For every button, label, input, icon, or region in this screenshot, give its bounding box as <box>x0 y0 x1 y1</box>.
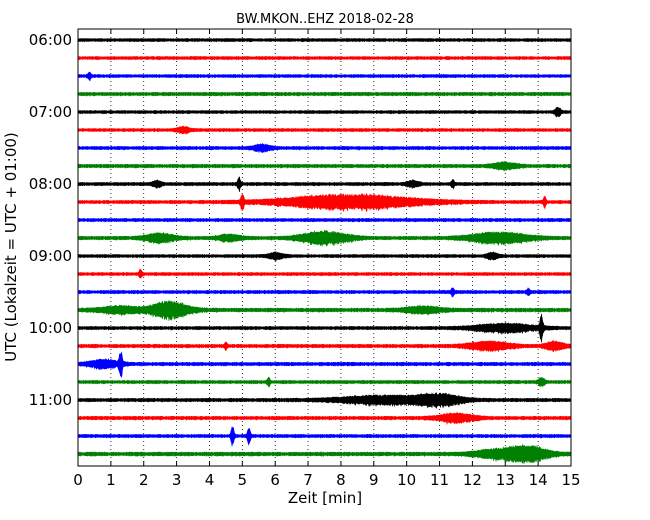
x-tick-label-8: 8 <box>336 471 346 489</box>
x-tick-label-2: 2 <box>139 471 149 489</box>
y-tick-label-0: 06:00 <box>29 31 72 49</box>
x-tick-label-3: 3 <box>172 471 182 489</box>
x-tick-label-9: 9 <box>369 471 379 489</box>
y-tick-label-5: 11:00 <box>29 391 72 409</box>
x-tick-label-7: 7 <box>303 471 313 489</box>
traces <box>77 37 572 464</box>
x-tick-label-0: 0 <box>73 471 83 489</box>
plot-frame <box>77 28 572 467</box>
y-tick-label-1: 07:00 <box>29 103 72 121</box>
x-tick-label-15: 15 <box>561 471 580 489</box>
x-tick-label-14: 14 <box>529 471 548 489</box>
x-tick-label-12: 12 <box>463 471 482 489</box>
trace-0615 <box>77 55 572 61</box>
y-tick-label-2: 08:00 <box>29 175 72 193</box>
x-tick-label-1: 1 <box>106 471 116 489</box>
y-axis-ticks: 06:00 07:00 08:00 09:00 10:00 11:00 <box>29 31 571 409</box>
y-tick-label-3: 09:00 <box>29 247 72 265</box>
y-tick-label-4: 10:00 <box>29 319 72 337</box>
x-tick-label-13: 13 <box>496 471 515 489</box>
x-axis-ticks: 0 1 2 3 4 5 6 7 8 9 10 11 12 13 14 15 <box>73 29 581 489</box>
trace-0600 <box>77 37 572 43</box>
grid <box>110 29 539 466</box>
x-tick-label-6: 6 <box>270 471 280 489</box>
x-tick-label-11: 11 <box>430 471 449 489</box>
chart-title: BW.MKON..EHZ 2018-02-28 <box>236 12 414 27</box>
x-tick-label-10: 10 <box>397 471 416 489</box>
y-axis-label: UTC (Lokalzeit = UTC + 01:00) <box>2 132 20 362</box>
x-axis-label: Zeit [min] <box>288 489 362 507</box>
x-tick-label-4: 4 <box>205 471 215 489</box>
x-tick-label-5: 5 <box>238 471 248 489</box>
